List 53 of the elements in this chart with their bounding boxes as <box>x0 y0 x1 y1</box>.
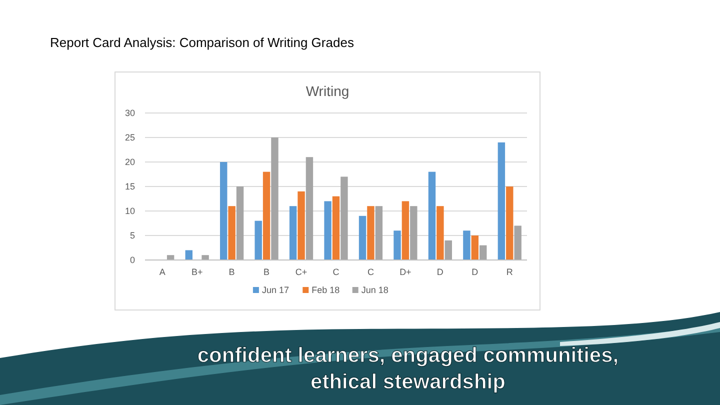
bar <box>340 176 348 260</box>
x-tick-label: B <box>228 267 235 277</box>
bar <box>254 220 262 260</box>
y-tick-label: 30 <box>124 108 135 118</box>
x-tick-label: R <box>506 267 514 277</box>
legend-label: Jun 17 <box>262 285 289 295</box>
bar <box>498 142 506 260</box>
bar <box>367 206 374 260</box>
bar <box>436 206 444 260</box>
x-tick-label: C <box>367 267 374 277</box>
legend-label: Jun 18 <box>361 285 388 295</box>
chart-title: Report Card Analysis: Comparison of Writing Grades <box>50 35 354 50</box>
bar <box>375 206 383 260</box>
bar <box>428 172 436 260</box>
x-tick-label: C+ <box>295 267 308 277</box>
x-tick-label: B+ <box>191 267 203 277</box>
y-tick-label: 15 <box>124 182 135 192</box>
bar <box>394 230 401 260</box>
bar <box>463 230 470 260</box>
text: confident learners, engaged communities, ethical stewardship <box>197 344 619 394</box>
x-tick-label: B <box>264 267 270 277</box>
bar <box>506 186 514 260</box>
bar <box>358 216 366 260</box>
bar <box>185 250 192 260</box>
bar <box>324 201 332 260</box>
y-tick-label: 10 <box>124 206 135 216</box>
legend-label: Feb 18 <box>312 285 340 295</box>
bar <box>271 138 278 260</box>
y-tick-label: 20 <box>124 157 135 168</box>
bar <box>444 240 452 260</box>
bar <box>228 206 236 260</box>
y-tick-label: 5 <box>130 230 135 241</box>
y-tick-label: 0 <box>130 255 135 266</box>
chart-subtitle: Writing <box>306 83 350 99</box>
bar <box>471 236 479 260</box>
bar <box>220 162 228 260</box>
y-tick-label: 25 <box>124 132 135 143</box>
bar <box>202 255 209 260</box>
bar <box>289 206 297 260</box>
bar <box>306 157 314 260</box>
bar <box>236 186 244 260</box>
bar <box>410 206 418 260</box>
x-tick-label: D+ <box>400 267 412 277</box>
x-tick-label: D <box>436 267 444 277</box>
bar <box>480 245 487 260</box>
x-tick-label: D <box>472 267 479 277</box>
bar <box>514 226 522 260</box>
bar <box>298 191 305 260</box>
x-tick-label: C <box>332 267 340 277</box>
bar <box>332 196 340 260</box>
x-tick-label: A <box>159 267 166 277</box>
bar <box>402 201 410 260</box>
bar <box>262 172 270 260</box>
